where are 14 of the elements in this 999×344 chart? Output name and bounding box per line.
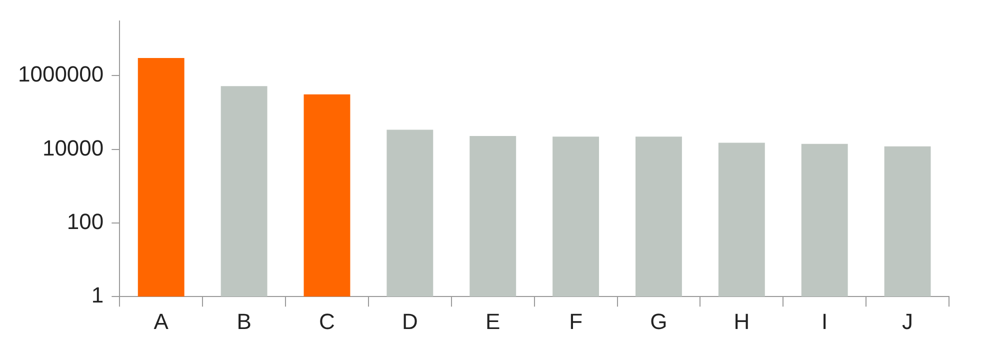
y-tick-label: 10000 xyxy=(42,135,104,160)
x-tick-label: H xyxy=(734,308,750,334)
x-tick-label: F xyxy=(569,308,583,334)
y-tick-label: 100 xyxy=(66,209,104,234)
y-tick-label: 1 xyxy=(91,282,104,308)
x-tick-label: G xyxy=(650,308,668,334)
x-tick-label: B xyxy=(236,308,252,334)
y-tick-label: 1000000 xyxy=(18,62,104,87)
x-tick-label: D xyxy=(402,308,418,334)
x-tick-label: E xyxy=(486,308,500,334)
x-tick-label: J xyxy=(902,308,914,334)
x-tick-label: I xyxy=(822,308,828,334)
x-tick-label: A xyxy=(154,308,169,334)
x-tick-label: C xyxy=(319,308,336,334)
